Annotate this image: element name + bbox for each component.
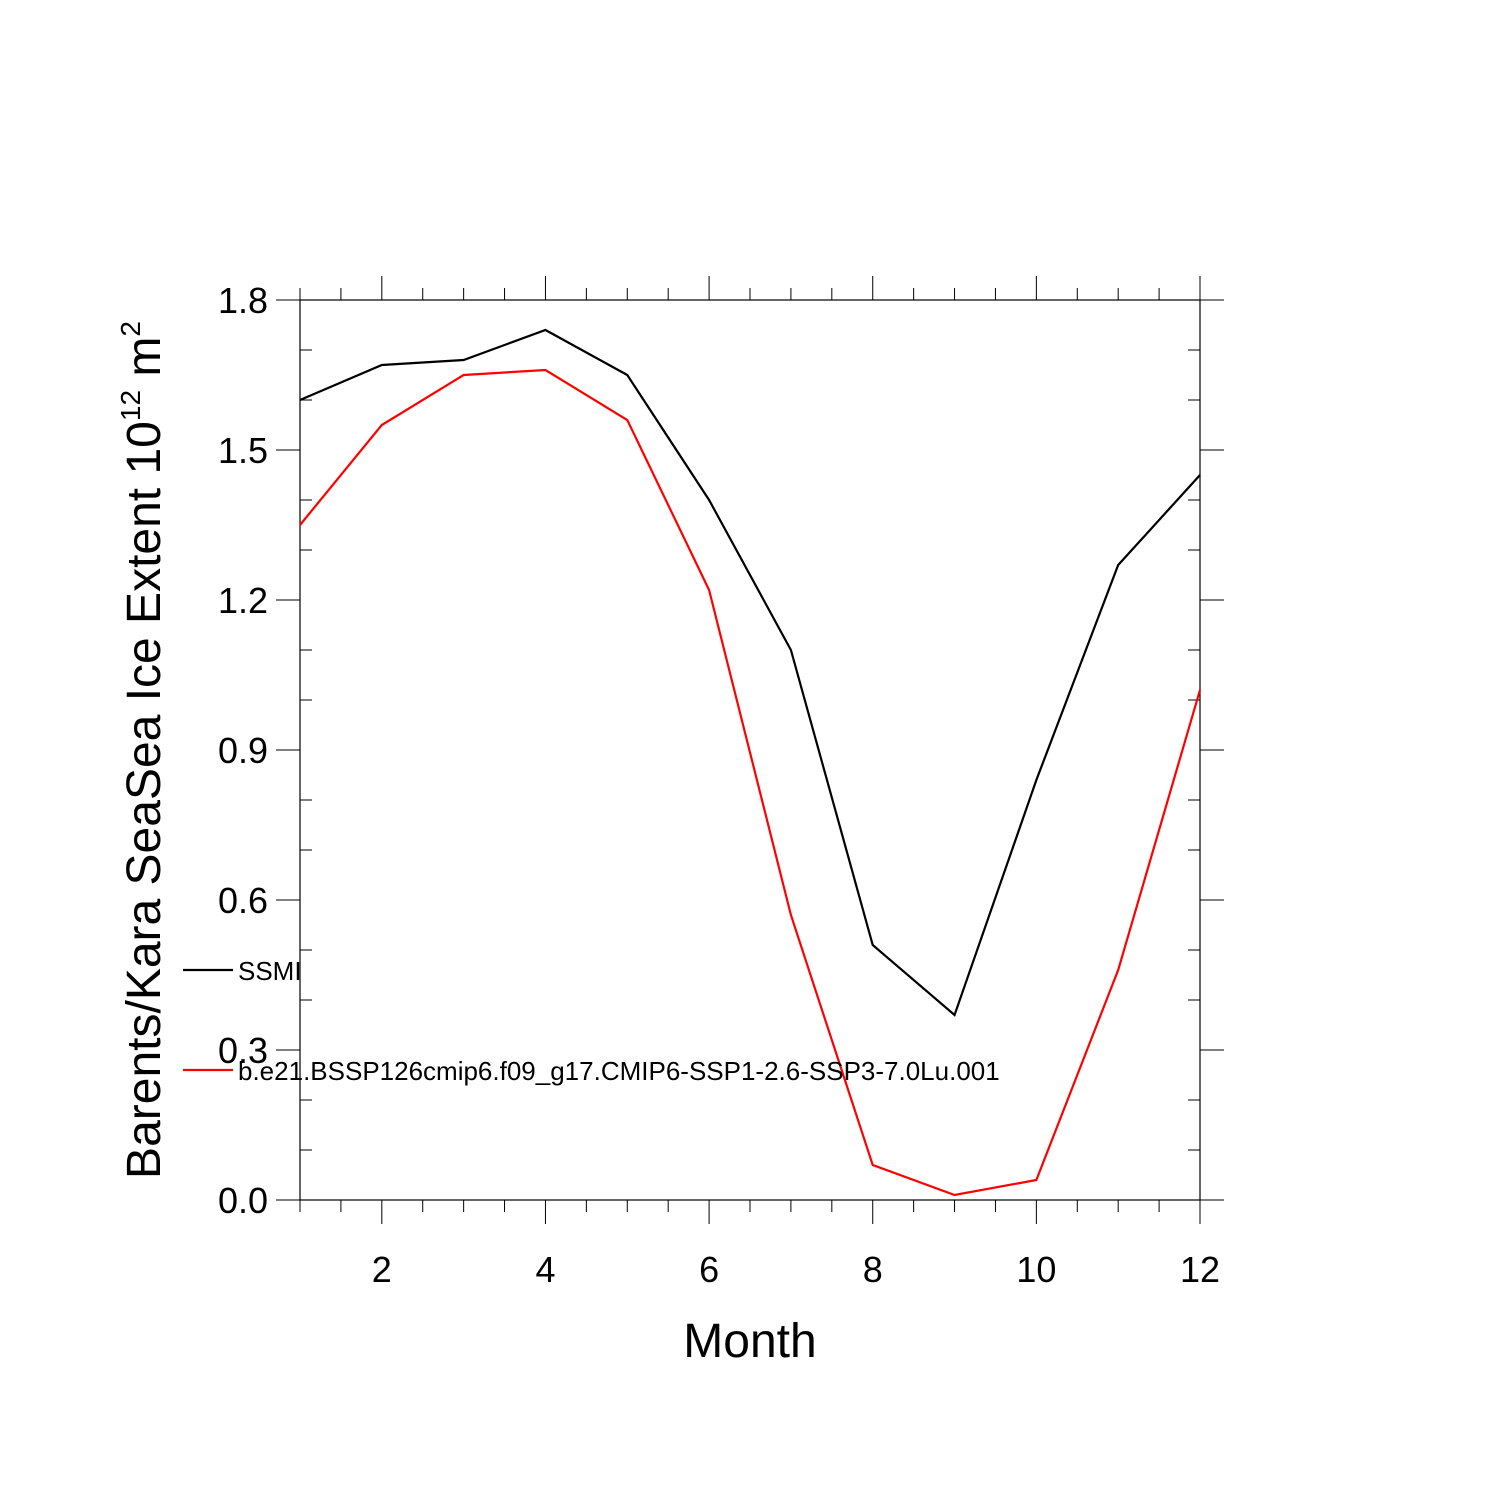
x-axis-tick-labels: 2 4 6 8 10 12 — [372, 1249, 1220, 1290]
x-tick-label: 12 — [1180, 1249, 1220, 1290]
y-axis-title-unit-exponent: 2 — [115, 321, 146, 337]
y-tick-label: 0.6 — [218, 880, 268, 921]
x-axis-ticks — [299, 276, 1201, 1224]
x-axis-title: Month — [683, 1315, 816, 1368]
legend-label-ssmi: SSMI — [238, 956, 302, 986]
series-line-ssmi — [299, 328, 1201, 1017]
y-tick-label: 0.9 — [218, 730, 268, 771]
y-axis-title: Barents/Kara SeaSea Ice Extent 1012 m2 — [115, 321, 171, 1179]
y-axis-tick-labels: 0.0 0.3 0.6 0.9 1.2 1.5 1.8 — [218, 280, 268, 1221]
y-tick-label: 1.5 — [218, 430, 268, 471]
y-tick-label: 0.3 — [218, 1030, 268, 1071]
x-tick-label: 8 — [863, 1249, 883, 1290]
x-tick-label: 4 — [535, 1249, 555, 1290]
data-series — [299, 328, 1202, 1197]
y-tick-label: 1.8 — [218, 280, 268, 321]
series-line-model — [299, 368, 1202, 1197]
y-axis-title-exponent: 12 — [115, 390, 146, 421]
y-tick-label: 0.0 — [218, 1180, 268, 1221]
x-tick-label: 6 — [699, 1249, 719, 1290]
y-axis-title-main: Barents/Kara SeaSea Ice Extent 10 — [118, 421, 171, 1179]
legend: SSMI b.e21.BSSP126cmip6.f09_g17.CMIP6-SS… — [183, 956, 1000, 1086]
x-tick-label: 10 — [1016, 1249, 1056, 1290]
y-axis-title-unit: m — [118, 337, 171, 390]
x-tick-label: 2 — [372, 1249, 392, 1290]
y-axis-ticks — [276, 299, 1224, 1201]
legend-label-model: b.e21.BSSP126cmip6.f09_g17.CMIP6-SSP1-2.… — [238, 1056, 1000, 1086]
y-tick-label: 1.2 — [218, 580, 268, 621]
